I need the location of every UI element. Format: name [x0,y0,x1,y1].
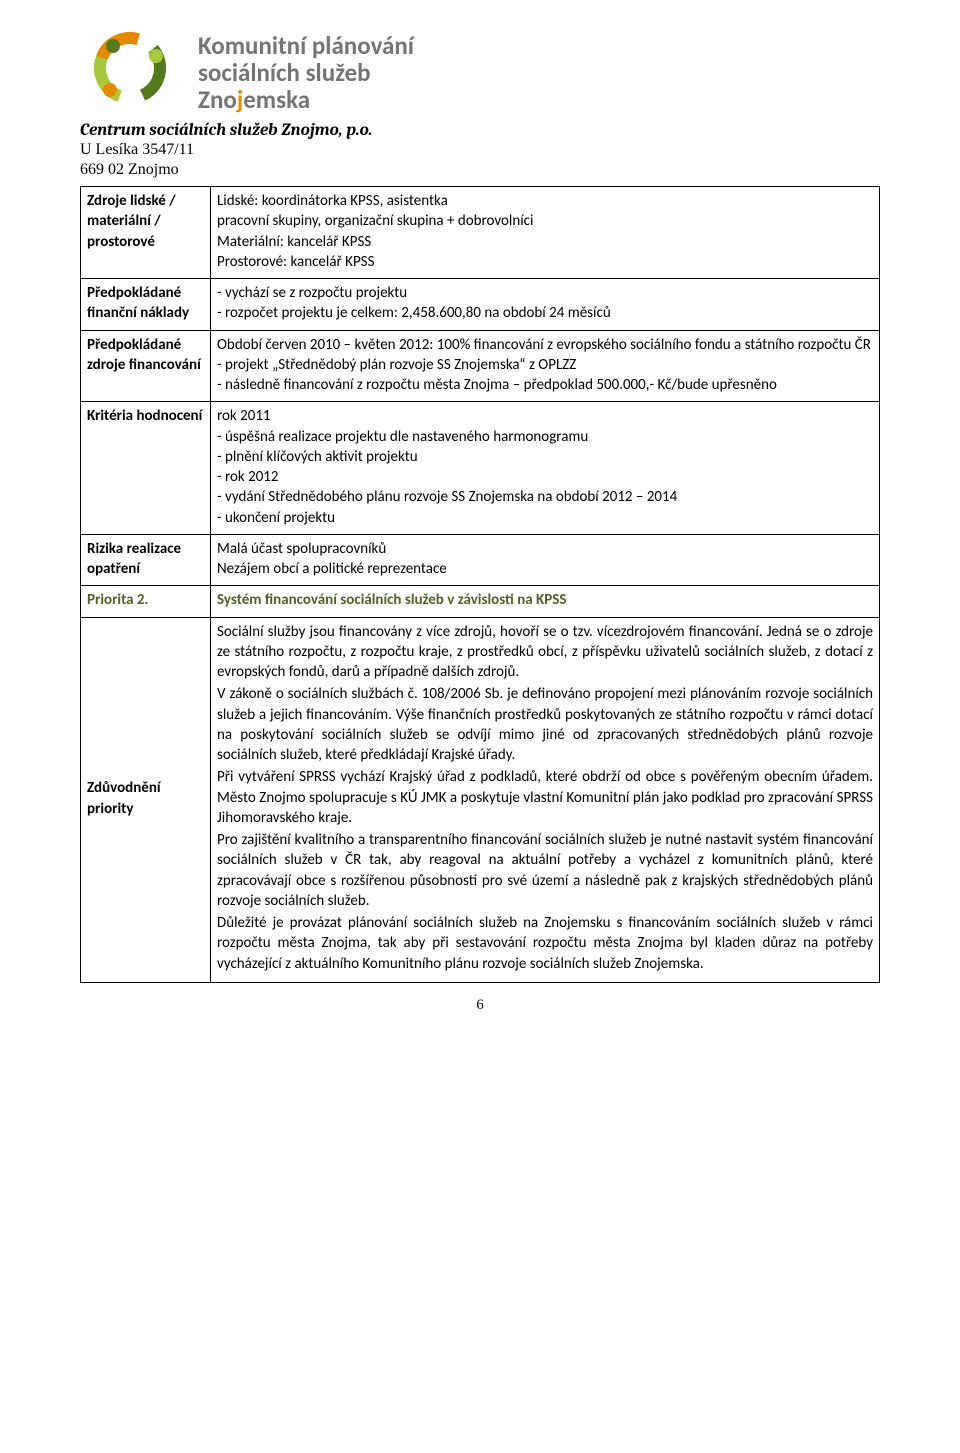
address-line-2: 669 02 Znojmo [80,160,880,180]
row-body: Lidské: koordinátorka KPSS, asistentka p… [211,187,880,279]
row-body: Malá účast spolupracovníků Nezájem obcí … [211,534,880,586]
org-subtitle: Centrum sociálních služeb Znojmo, p.o. [80,121,880,140]
brand-line-1: Komunitní plánování [198,32,414,59]
row-body: Období červen 2010 – květen 2012: 100% f… [211,330,880,402]
brand-line-2: sociálních služeb [198,59,414,86]
row-label: Zdůvodnění priority [81,617,211,982]
brand-text: Komunitní plánování sociálních služeb Zn… [198,28,414,113]
brand-logo [80,28,180,106]
document-header: Komunitní plánování sociálních služeb Zn… [80,28,880,113]
table-row: Rizika realizace opatření Malá účast spo… [81,534,880,586]
row-label: Rizika realizace opatření [81,534,211,586]
table-row: Zdroje lidské / materiální / prostorové … [81,187,880,279]
brand-line-3: Znojemska [198,86,414,113]
row-label: Předpokládané finanční náklady [81,279,211,331]
row-label: Kritéria hodnocení [81,402,211,535]
priority-title: Systém financování sociálních služeb v z… [211,586,880,617]
priority-label: Priorita 2. [81,586,211,617]
paragraph: V zákoně o sociálních službách č. 108/20… [217,684,873,765]
table-row: Priorita 2. Systém financování sociálníc… [81,586,880,617]
paragraph: Důležité je provázat plánování sociálníc… [217,913,873,974]
row-body: Sociální služby jsou financovány z více … [211,617,880,982]
paragraph: Sociální služby jsou financovány z více … [217,622,873,683]
document-table: Zdroje lidské / materiální / prostorové … [80,186,880,983]
address-line-1: U Lesíka 3547/11 [80,140,880,160]
table-row: Předpokládané finanční náklady - vychází… [81,279,880,331]
row-body: rok 2011 - úspěšná realizace projektu dl… [211,402,880,535]
row-body: - vychází se z rozpočtu projektu - rozpo… [211,279,880,331]
paragraph: Při vytváření SPRSS vychází Krajský úřad… [217,767,873,828]
org-address: U Lesíka 3547/11 669 02 Znojmo [80,140,880,180]
row-label: Předpokládané zdroje financování [81,330,211,402]
paragraph: Pro zajištění kvalitního a transparentní… [217,830,873,911]
row-label: Zdroje lidské / materiální / prostorové [81,187,211,279]
table-row: Předpokládané zdroje financování Období … [81,330,880,402]
table-row: Zdůvodnění priority Sociální služby jsou… [81,617,880,982]
page-number: 6 [80,997,880,1014]
table-row: Kritéria hodnocení rok 2011 - úspěšná re… [81,402,880,535]
